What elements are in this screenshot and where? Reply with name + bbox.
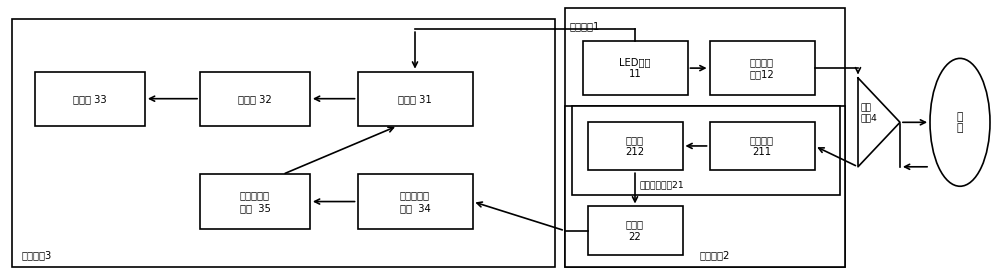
Text: 触发器 31: 触发器 31 <box>398 94 432 104</box>
Text: 比较和整形
模块  35: 比较和整形 模块 35 <box>240 190 270 213</box>
Bar <box>565 106 845 267</box>
Bar <box>710 41 814 95</box>
Text: 计数器 32: 计数器 32 <box>238 94 272 104</box>
Text: 探测器
22: 探测器 22 <box>626 220 644 242</box>
Bar <box>565 8 845 267</box>
Bar <box>358 175 473 229</box>
Text: 处理系统3: 处理系统3 <box>22 250 52 260</box>
Bar <box>358 72 473 126</box>
Text: 聚焦透镜
211: 聚焦透镜 211 <box>750 135 774 157</box>
Text: 取样
装置4: 取样 装置4 <box>861 103 878 122</box>
Bar <box>572 106 840 195</box>
Bar <box>582 41 688 95</box>
Ellipse shape <box>930 58 990 186</box>
Text: 接收系统2: 接收系统2 <box>700 250 730 260</box>
Text: 目
标: 目 标 <box>957 111 963 133</box>
Text: 发射透镜
装置12: 发射透镜 装置12 <box>750 57 774 79</box>
Text: 滤光片
212: 滤光片 212 <box>625 135 645 157</box>
Text: 聚焦透镜装置21: 聚焦透镜装置21 <box>640 181 685 190</box>
Bar <box>12 19 555 267</box>
Bar <box>200 175 310 229</box>
Polygon shape <box>858 78 900 167</box>
Bar <box>35 72 145 126</box>
Text: 显示器 33: 显示器 33 <box>73 94 107 104</box>
Bar <box>710 122 814 170</box>
Bar <box>200 72 310 126</box>
Bar <box>588 206 682 255</box>
Text: 发射系统1: 发射系统1 <box>570 21 600 31</box>
Bar <box>588 122 682 170</box>
Text: LED光源
11: LED光源 11 <box>619 57 651 79</box>
Text: 放大和滤波
模块  34: 放大和滤波 模块 34 <box>400 190 430 213</box>
